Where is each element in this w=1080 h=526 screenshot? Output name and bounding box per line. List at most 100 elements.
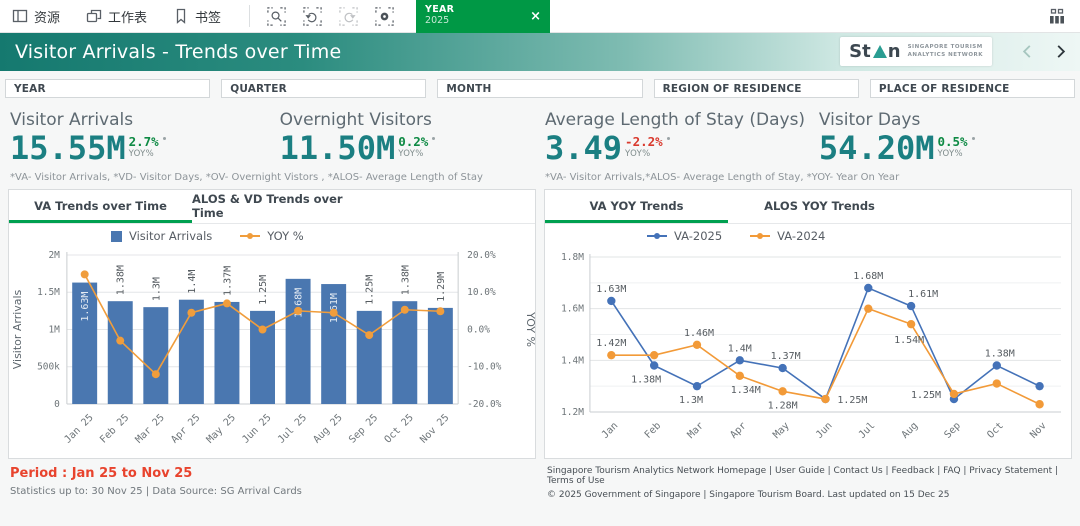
svg-text:1.3M: 1.3M [679,395,703,406]
app-grid-button[interactable] [1048,8,1066,25]
svg-text:YOY %: YOY % [524,311,535,347]
period-label: Period : Jan 25 to Nov 25 [10,466,537,481]
svg-text:Oct 25: Oct 25 [383,412,416,445]
filter-place-of-residence[interactable]: PLACE OF RESIDENCE [870,79,1075,98]
svg-text:Sep: Sep [943,420,964,441]
undo-icon [302,6,323,27]
footer-link-user-guide[interactable]: User Guide [775,466,825,476]
svg-text:Feb 25: Feb 25 [98,412,131,445]
left-chart-legend: Visitor Arrivals YOY % [9,224,535,249]
app-toolbar: 资源 工作表 书签 YEAR 2025 [0,0,1080,33]
redo-button[interactable] [338,6,359,27]
svg-text:-10.0%: -10.0% [467,361,502,372]
footer-link-faq[interactable]: FAQ [943,466,960,476]
copyright-line: © 2025 Government of Singapore | Singapo… [547,490,1072,500]
va-trends-card: VA Trends over Time ALOS & VD Trends ove… [8,189,536,459]
svg-text:1.25M: 1.25M [258,274,269,304]
svg-text:Nov: Nov [1028,420,1049,441]
svg-text:May 25: May 25 [205,412,238,445]
selection-value: 2025 [425,16,530,27]
footer-link-terms-of-use[interactable]: Terms of Use [547,476,605,486]
svg-text:Nov 25: Nov 25 [418,412,451,445]
svg-text:0.0%: 0.0% [467,324,490,335]
sheets-icon [86,8,102,24]
menu-label: 书签 [195,7,221,26]
footer-link-feedback[interactable]: Feedback [891,466,934,476]
svg-text:1.68M: 1.68M [853,271,883,282]
kpi-value: 3.49 [545,132,622,166]
svg-text:Jan: Jan [600,420,621,441]
selection-chip-text: YEAR 2025 [425,5,530,27]
svg-text:-20.0%: -20.0% [467,399,502,410]
svg-text:1.5M: 1.5M [37,287,60,298]
clear-selections-button[interactable] [374,6,395,27]
svg-text:Apr: Apr [728,420,749,441]
svg-text:Oct: Oct [985,420,1006,441]
stan-logo-word: Stn [849,41,900,62]
svg-text:1.4M: 1.4M [187,269,198,293]
filter-row: YEAR QUARTER MONTH REGION OF RESIDENCE P… [0,71,1080,104]
right-card-tabs: VA YOY Trends ALOS YOY Trends [545,190,1071,224]
kpi-value: 15.55M [10,132,126,166]
svg-text:1.38M: 1.38M [631,374,661,385]
clear-selections-icon [374,6,395,27]
svg-text:Feb: Feb [643,420,664,441]
selection-chip-year[interactable]: YEAR 2025 × [416,0,550,33]
svg-text:1.38M: 1.38M [985,348,1015,359]
svg-text:1.37M: 1.37M [222,265,233,295]
svg-text:Mar 25: Mar 25 [134,412,167,445]
kpi-value: 11.50M [280,132,396,166]
menu-sheets[interactable]: 工作表 [86,7,147,26]
svg-text:2M: 2M [48,250,60,261]
svg-text:Jan 25: Jan 25 [63,412,96,445]
svg-text:1.25M: 1.25M [837,395,867,406]
redo-icon [338,6,359,27]
footnote-right: *VA- Visitor Arrivals,*ALOS- Average Len… [545,172,1080,183]
prev-sheet-button[interactable] [1020,44,1034,59]
svg-text:1.54M: 1.54M [894,335,924,346]
footer-link-singapore-tourism-analytics-network-homepage[interactable]: Singapore Tourism Analytics Network Home… [547,466,766,476]
legend-item-yoy-[interactable]: YOY % [240,229,303,243]
sheet-title: Visitor Arrivals - Trends over Time [0,41,341,63]
legend-item-va-2024[interactable]: VA-2024 [750,229,825,243]
va-yoy-card: VA YOY Trends ALOS YOY Trends VA-2025VA-… [544,189,1072,459]
svg-text:1.25M: 1.25M [911,390,941,401]
kpi-visitor-arrivals: Visitor Arrivals 15.55M 2.7%YOY% [10,110,280,166]
tab-va-trends-over-time[interactable]: VA Trends over Time [9,190,192,223]
menu-label: 资源 [34,7,60,26]
smart-search-button[interactable] [266,6,287,27]
legend-item-va-2025[interactable]: VA-2025 [647,229,722,243]
menu-bookmarks[interactable]: 书签 [173,7,221,26]
tab-alos-yoy-trends[interactable]: ALOS YOY Trends [728,190,911,223]
tab-va-yoy-trends[interactable]: VA YOY Trends [545,190,728,223]
svg-text:May: May [771,420,792,441]
legend-item-visitor-arrivals[interactable]: Visitor Arrivals [111,229,212,243]
kpi-average-length-of-stay: Average Length of Stay (Days) 3.49 -2.2%… [545,110,819,166]
svg-text:1.63M: 1.63M [80,291,91,321]
svg-text:Apr 25: Apr 25 [169,412,202,445]
chart-cards: VA Trends over Time ALOS & VD Trends ove… [0,187,1080,459]
svg-text:1.3M: 1.3M [151,277,162,301]
svg-text:1.63M: 1.63M [596,284,626,295]
svg-text:1.34M: 1.34M [731,384,761,395]
va-yoy-line-chart[interactable]: 1.2M1.4M1.6M1.8MJanFebMarAprMayJunJulAug… [545,249,1071,457]
undo-button[interactable] [302,6,323,27]
left-card-tabs: VA Trends over Time ALOS & VD Trends ove… [9,190,535,224]
va-trends-combo-chart[interactable]: 0-20.0%500k-10.0%1M0.0%1.5M10.0%2M20.0%1… [9,249,535,457]
menu-resources[interactable]: 资源 [12,7,60,26]
tab-alos-vd-trends-over-time[interactable]: ALOS & VD Trends over Time [192,190,375,223]
toolbar-divider [249,5,250,27]
svg-text:Sep 25: Sep 25 [347,412,380,445]
svg-text:Aug: Aug [900,420,921,441]
filter-quarter[interactable]: QUARTER [221,79,426,98]
footer-link-contact-us[interactable]: Contact Us [834,466,883,476]
filter-region-of-residence[interactable]: REGION OF RESIDENCE [654,79,859,98]
svg-text:1.37M: 1.37M [771,351,801,362]
right-chart-legend: VA-2025 VA-2024 [545,224,1071,249]
filter-month[interactable]: MONTH [437,79,642,98]
bottom-strip: Period : Jan 25 to Nov 25 Statistics up … [0,459,1080,500]
footer-link-privacy-statement[interactable]: Privacy Statement [969,466,1052,476]
filter-year[interactable]: YEAR [5,79,210,98]
chip-close-icon[interactable]: × [530,9,541,24]
next-sheet-button[interactable] [1054,44,1068,59]
